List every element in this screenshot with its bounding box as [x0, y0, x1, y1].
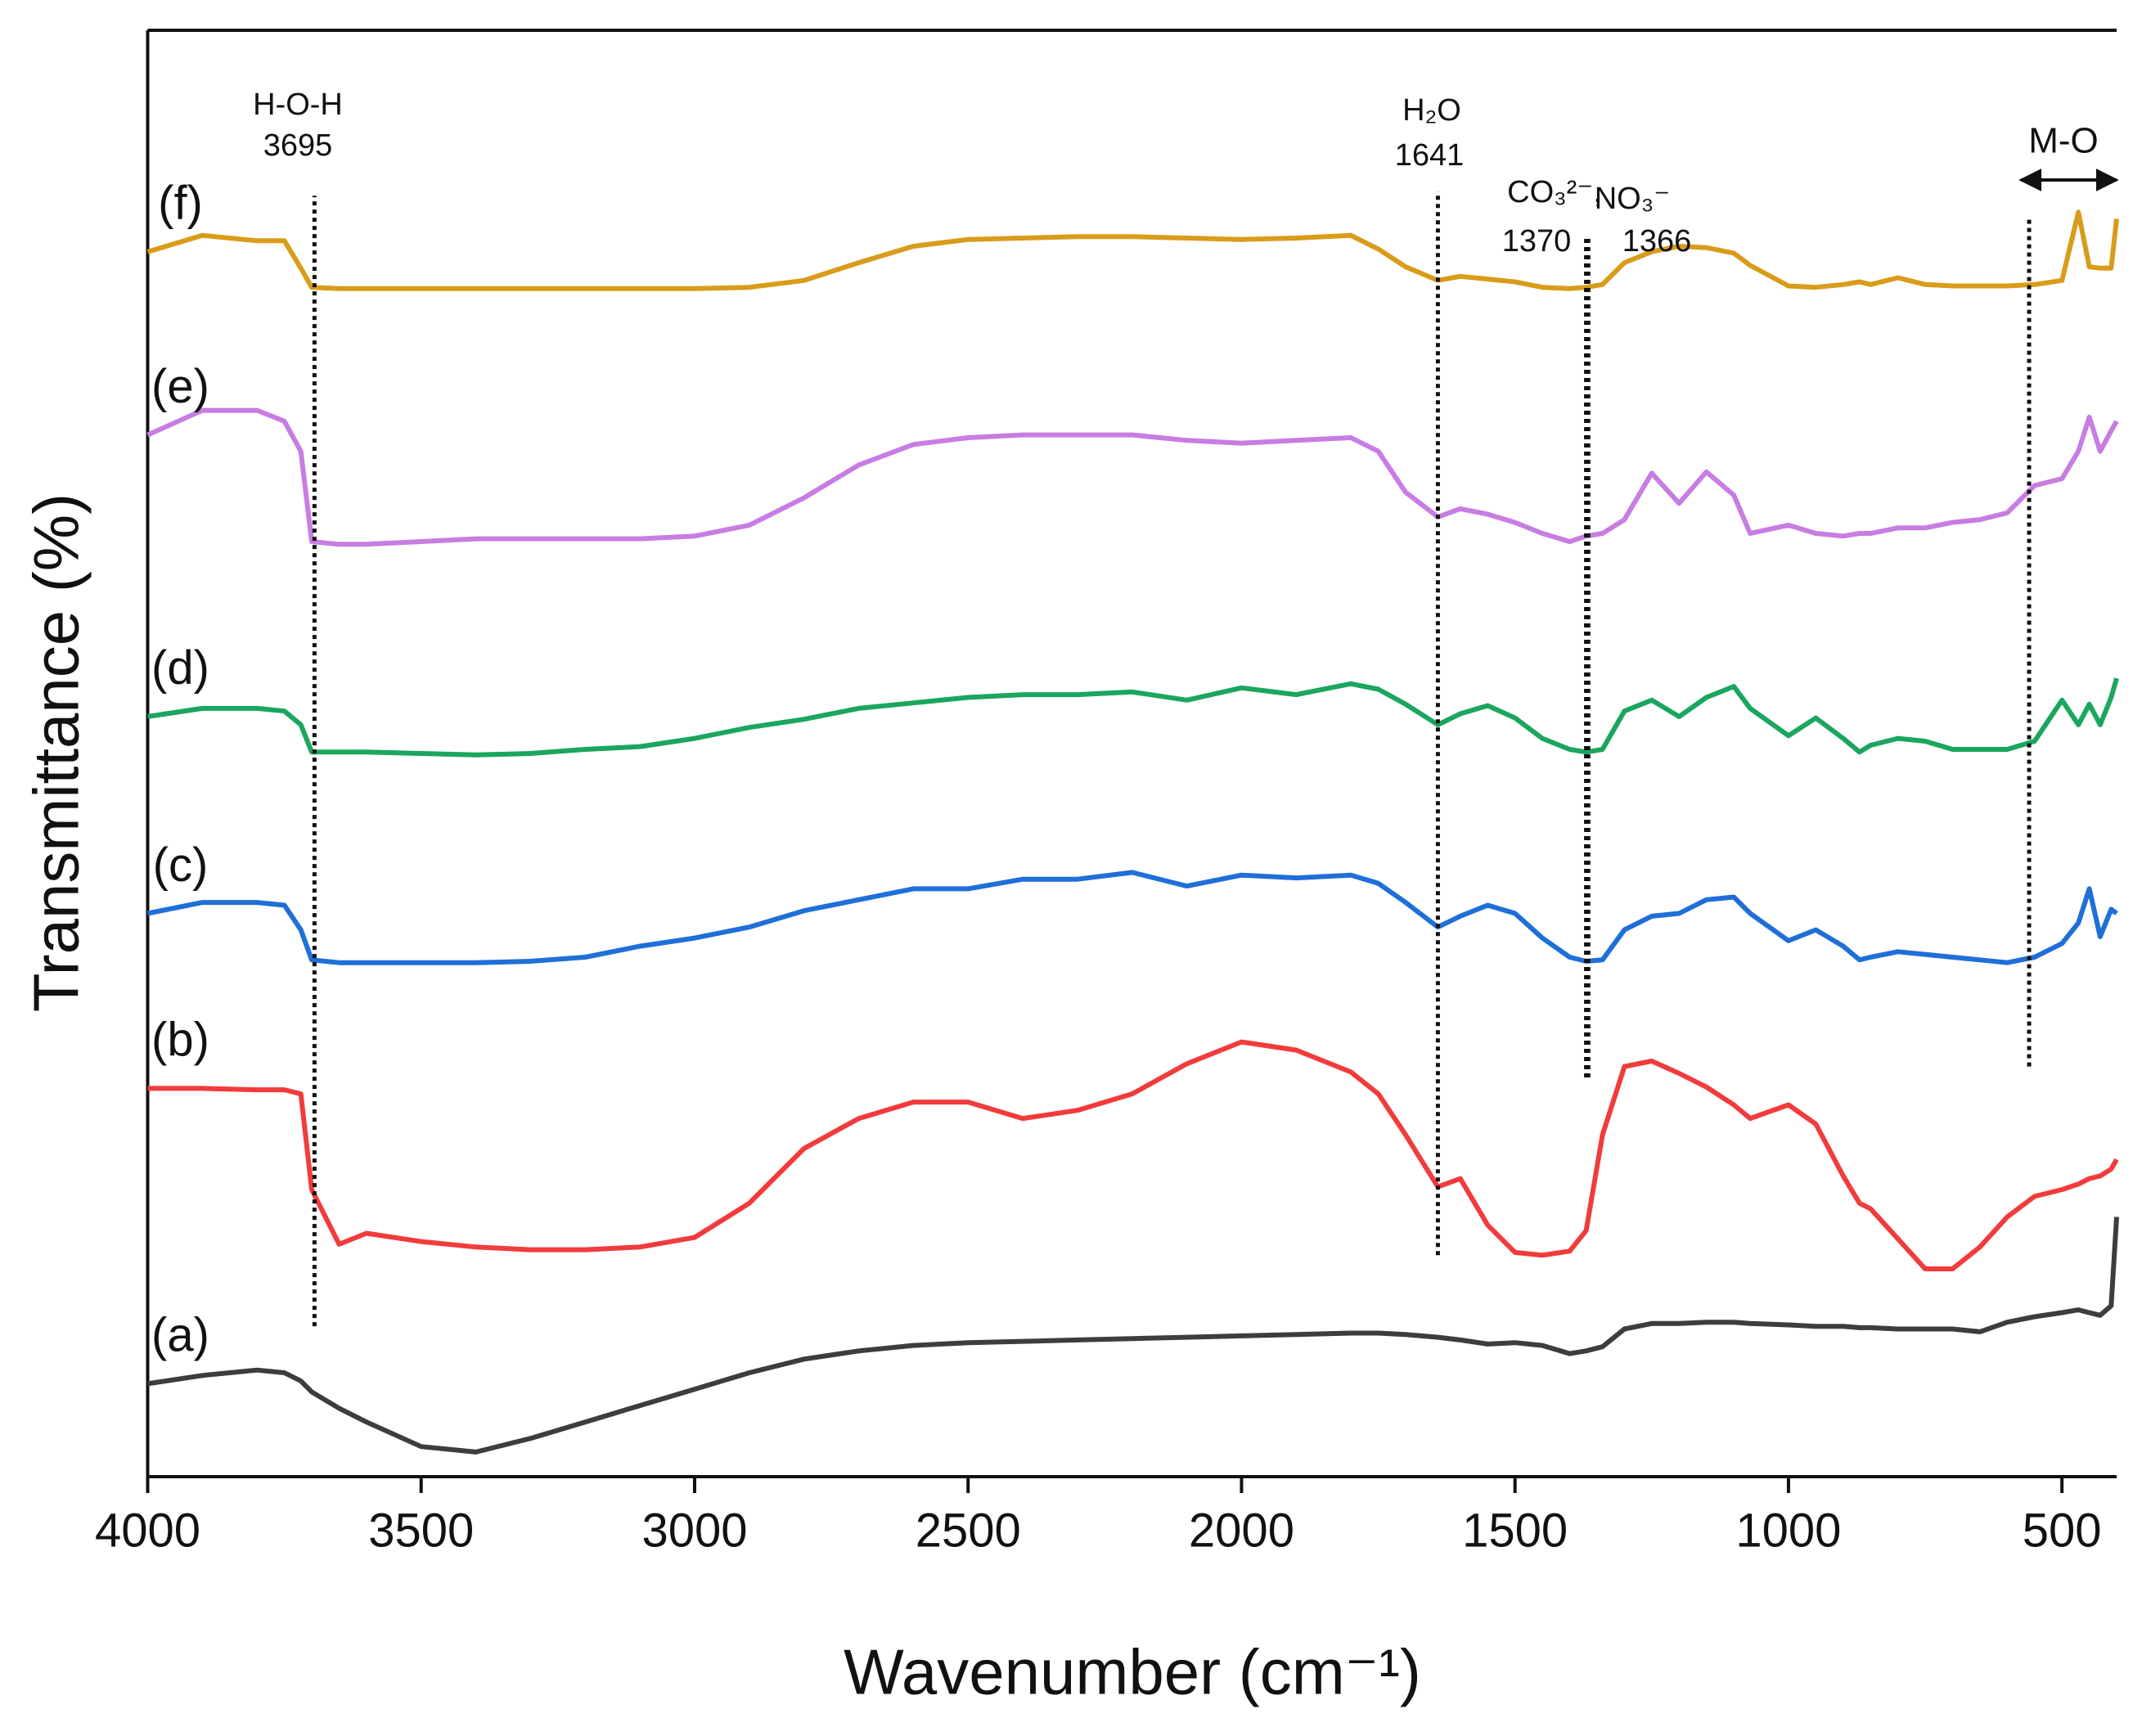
series-label: (b): [151, 1014, 209, 1067]
annotation-value: 3695: [263, 128, 333, 163]
x-tick-label: 500: [2023, 1504, 2102, 1557]
spectrum-line: [147, 1217, 2119, 1455]
annotation-label: CO₃²⁻,: [1507, 175, 1602, 209]
x-tick-label: 2000: [1189, 1504, 1294, 1557]
x-tick-label: 4000: [95, 1504, 200, 1557]
annotation-label: NO₃⁻: [1595, 182, 1671, 216]
series-label: (e): [151, 360, 209, 413]
series-label: (d): [151, 641, 209, 695]
spectrum-line: [146, 209, 2119, 291]
x-tick-label: 1000: [1735, 1504, 1841, 1557]
series-label: (f): [158, 177, 203, 230]
spectrum-line: [147, 1039, 2119, 1271]
x-tick-label: 3500: [368, 1504, 474, 1557]
annotation-value: 1641: [1395, 138, 1465, 173]
plot-area: 4000 3500 3000 2500 2000 1500 1000 500 (a) (b) (c)…: [95, 29, 2119, 1557]
spectrum-line: [147, 677, 2119, 758]
annotation-label: H-O-H: [253, 88, 343, 122]
series-label: (c): [153, 839, 209, 892]
y-axis-title: Transmittance (%): [20, 493, 92, 1012]
annotation-label: M-O: [2028, 121, 2099, 161]
x-tick-label: 3000: [641, 1504, 747, 1557]
spectrum-line: [146, 870, 2118, 965]
x-axis-title: Wavenumber (cm⁻¹): [844, 1636, 1421, 1708]
x-tick-label: 2500: [916, 1504, 1021, 1557]
spectrum-line: [146, 407, 2119, 547]
annotation-value: 1370: [1502, 224, 1572, 259]
annotation-label: H₂O: [1402, 93, 1461, 128]
series-label: (a): [151, 1309, 209, 1362]
annotation-value: 1366: [1622, 224, 1692, 259]
x-tick-label: 1500: [1462, 1504, 1568, 1557]
